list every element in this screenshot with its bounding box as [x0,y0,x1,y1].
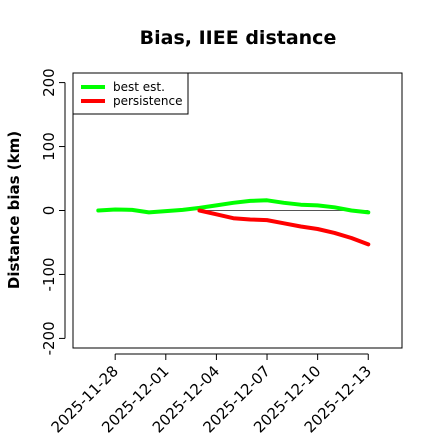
legend-label: best est. [113,80,165,94]
legend-label: persistence [113,94,182,108]
y-axis: -200 -100 0 100 200 [40,68,66,355]
legend: best est.persistence [72,72,189,115]
x-axis: 2025-11-282025-12-012025-12-042025-12-07… [48,353,375,436]
y-tick-label: 100 [40,132,58,161]
y-axis-label: Distance bias (km) [5,131,23,289]
series-line-persistence [197,208,371,247]
chart-title: Bias, IIEE distance [140,27,337,49]
series-group [96,198,371,247]
plot-frame [72,72,403,349]
series-line-best-est- [96,198,371,215]
y-tick-label: 200 [40,68,58,97]
y-tick-label: -200 [40,321,58,355]
y-tick-label: 0 [40,206,58,216]
legend-box [72,72,189,115]
y-tick-label: -100 [40,257,58,291]
